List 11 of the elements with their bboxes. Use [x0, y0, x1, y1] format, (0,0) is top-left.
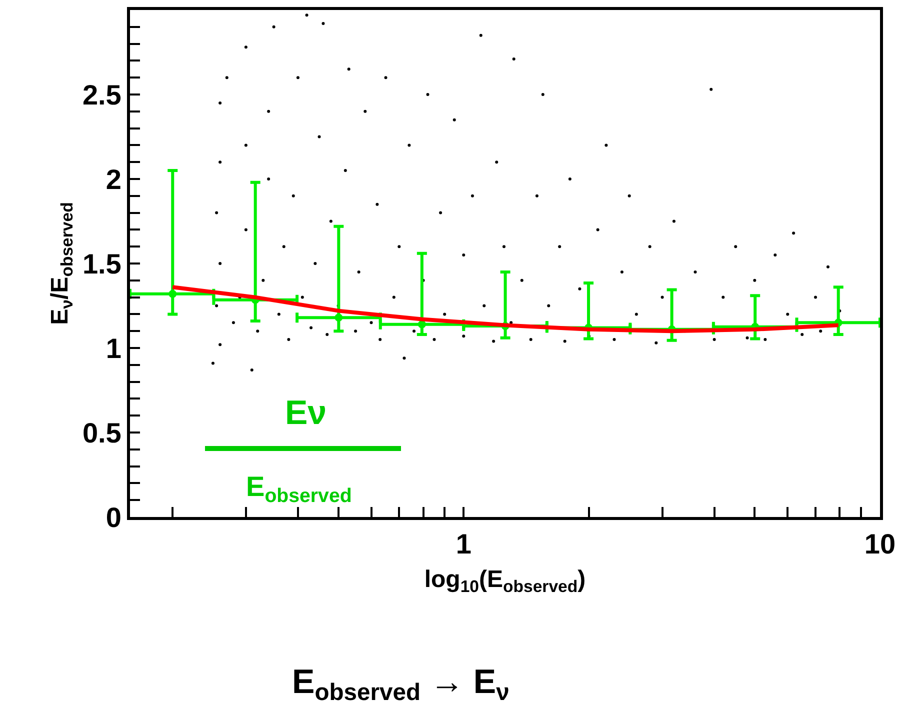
y-tick-label: 1	[106, 332, 122, 364]
y-tick-label: 2	[106, 164, 122, 195]
y-tick-label: 0.5	[82, 417, 122, 448]
annotation: Eν	[285, 394, 327, 432]
y-tick-label: 2.5	[82, 79, 122, 110]
annotation: E$_{observed}$	[246, 471, 352, 507]
text: E$_{observed}$ → E$_{ν}$	[292, 663, 510, 706]
x-axis-title: log$_{10}$(E$_{observed}$)	[424, 566, 586, 596]
y-tick-label: 1.5	[82, 248, 122, 280]
x-tick-label: 10	[864, 528, 896, 560]
y-tick-label: 0	[106, 502, 122, 533]
